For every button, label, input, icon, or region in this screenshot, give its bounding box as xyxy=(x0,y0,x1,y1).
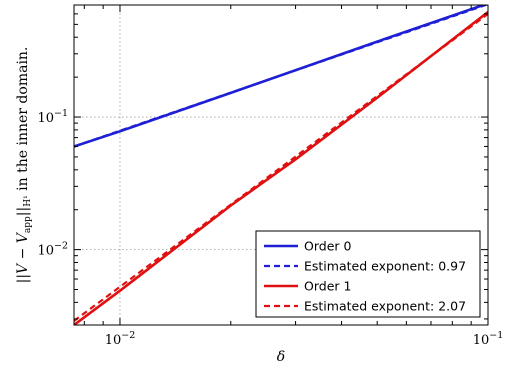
x-tick-label: 10−1 xyxy=(473,330,504,348)
y-tick-base: 10 xyxy=(37,111,54,126)
x-axis-label: δ xyxy=(277,349,285,365)
y-axis-label: ||V − Vapp||H¹ in the inner domain. xyxy=(15,47,33,284)
series-line-1 xyxy=(74,5,488,148)
x-tick-label: 10−2 xyxy=(105,330,136,348)
x-tick-exp: −2 xyxy=(121,330,135,341)
y-tick-exp: −2 xyxy=(54,241,68,252)
legend-label-2: Order 1 xyxy=(304,279,351,294)
plot-frame xyxy=(73,4,489,326)
series-line-3 xyxy=(74,13,488,322)
x-tick-exp: −1 xyxy=(489,330,503,341)
series-layer xyxy=(74,5,488,325)
legend: Order 0 Estimated exponent: 0.97 Order 1 Es… xyxy=(255,230,481,318)
y-tick-exp: −1 xyxy=(54,108,68,119)
series-line-2 xyxy=(74,10,488,325)
y-tick-label: 10−2 xyxy=(37,241,68,259)
legend-label-0: Order 0 xyxy=(304,239,351,254)
y-tick-label: 10−1 xyxy=(37,108,68,126)
legend-label-3: Estimated exponent: 2.07 xyxy=(304,299,466,314)
x-tick-base: 10 xyxy=(105,333,122,348)
y-tick-base: 10 xyxy=(37,244,54,259)
legend-label-1: Estimated exponent: 0.97 xyxy=(304,259,466,274)
x-tick-base: 10 xyxy=(473,333,490,348)
tick-layer: 10−2 10−110−210−1 xyxy=(37,5,503,348)
